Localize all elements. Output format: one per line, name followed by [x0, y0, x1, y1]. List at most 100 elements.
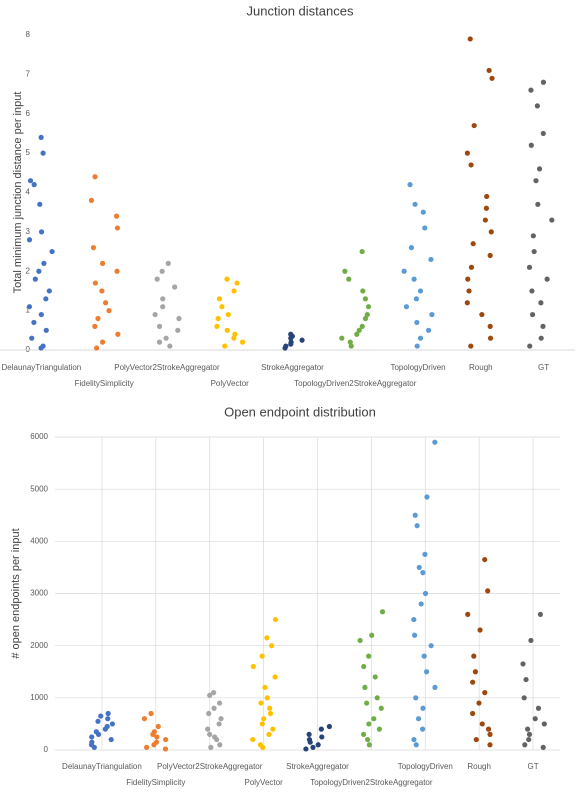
point: [540, 130, 546, 137]
point: [465, 276, 471, 282]
point: [364, 700, 370, 706]
point: [362, 684, 368, 691]
y-tick-label: 1000: [30, 693, 48, 702]
point: [346, 276, 352, 282]
point: [105, 716, 111, 722]
point: [288, 335, 294, 341]
point: [315, 742, 321, 748]
point: [357, 637, 363, 644]
point: [154, 734, 160, 740]
point: [114, 268, 120, 274]
point: [535, 705, 542, 711]
x-tick-label: TopologyDriven2StrokeAggregator: [294, 379, 417, 388]
point: [348, 343, 354, 349]
point: [216, 700, 223, 706]
point: [528, 87, 534, 93]
point: [224, 276, 230, 282]
point: [239, 339, 246, 345]
point: [362, 296, 369, 302]
point: [536, 166, 543, 172]
point: [211, 690, 217, 696]
point: [487, 742, 493, 748]
point: [99, 288, 105, 294]
point: [360, 731, 367, 737]
point: [479, 721, 485, 727]
point: [403, 304, 410, 310]
point: [473, 736, 479, 743]
point: [529, 311, 536, 318]
point: [264, 695, 270, 701]
point: [468, 162, 474, 168]
point: [306, 731, 312, 737]
x-tick-label: TopologyDriven2StrokeAggregator: [310, 778, 433, 787]
point: [479, 311, 485, 318]
point: [31, 182, 37, 188]
point: [207, 731, 213, 737]
point: [361, 663, 367, 670]
point: [303, 746, 309, 752]
point: [520, 661, 526, 667]
x-tick-label: TopologyDriven: [390, 363, 445, 372]
y-tick-label: 6000: [30, 432, 48, 441]
point: [38, 311, 44, 318]
point: [420, 209, 426, 215]
point: [219, 304, 225, 310]
point: [418, 601, 424, 607]
point: [270, 726, 276, 732]
point: [176, 315, 182, 322]
point: [533, 178, 539, 184]
point: [261, 716, 267, 722]
point: [414, 343, 420, 349]
point: [538, 300, 544, 306]
point: [216, 721, 222, 727]
point: [49, 248, 55, 255]
point: [37, 201, 43, 207]
point: [115, 331, 121, 337]
point: [148, 710, 154, 717]
point: [32, 276, 38, 282]
point: [38, 229, 45, 235]
point: [144, 744, 150, 750]
point: [411, 736, 417, 743]
point: [40, 150, 46, 156]
point: [417, 335, 424, 341]
point: [95, 718, 101, 724]
point: [90, 245, 97, 251]
point: [428, 643, 434, 649]
point: [421, 653, 427, 659]
point: [523, 676, 529, 683]
point: [482, 556, 488, 563]
point: [92, 323, 98, 329]
point: [99, 260, 106, 266]
point: [362, 315, 369, 322]
point: [214, 736, 220, 743]
point: [258, 700, 264, 706]
point: [464, 150, 470, 156]
point: [250, 736, 256, 743]
point: [417, 288, 424, 294]
point: [94, 345, 100, 351]
point: [206, 710, 212, 717]
point: [163, 335, 169, 341]
point: [360, 288, 366, 294]
point: [163, 736, 169, 743]
point: [407, 182, 413, 188]
point: [489, 75, 495, 81]
point: [364, 311, 370, 318]
point: [175, 327, 181, 333]
point: [526, 731, 533, 737]
point: [339, 335, 345, 341]
point: [217, 742, 223, 748]
point: [29, 335, 35, 341]
point: [378, 705, 384, 711]
point: [222, 343, 228, 349]
point: [471, 122, 477, 129]
point: [154, 276, 160, 282]
point: [102, 300, 109, 306]
point: [41, 260, 47, 266]
y-tick-label: 5000: [30, 484, 48, 493]
point: [468, 343, 474, 349]
point: [540, 744, 546, 750]
point: [215, 315, 221, 322]
point: [232, 331, 238, 337]
